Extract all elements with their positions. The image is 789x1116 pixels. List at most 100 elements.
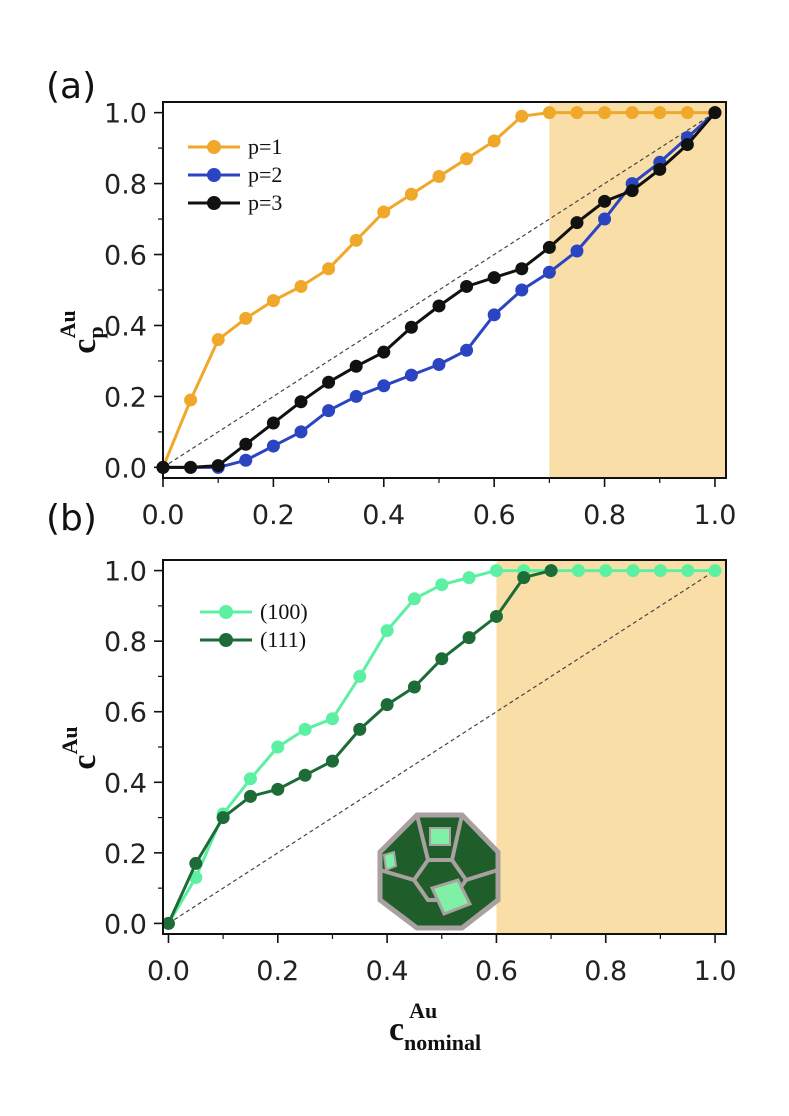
y-tick-label: 0.2 <box>104 839 147 870</box>
data-point <box>460 343 474 357</box>
data-point <box>239 453 253 467</box>
nanoparticle-inset <box>377 812 501 931</box>
particle-square-face <box>382 850 398 872</box>
legend-marker <box>207 168 221 182</box>
data-point <box>294 425 308 439</box>
data-point <box>298 768 312 782</box>
data-point <box>404 368 418 382</box>
y-axis-label: cAu <box>57 726 103 769</box>
shaded-region <box>549 102 726 478</box>
legend-marker <box>207 140 221 154</box>
data-point <box>353 722 367 736</box>
y-tick-label: 0.8 <box>104 627 147 658</box>
data-point <box>298 722 312 736</box>
plot-frame <box>162 559 727 935</box>
y-tick-label: 0.2 <box>104 382 147 413</box>
data-point <box>407 592 421 606</box>
data-point <box>325 754 339 768</box>
shaded-region <box>496 560 726 934</box>
data-point <box>353 669 367 683</box>
y-axis-label-sup: Au <box>55 310 80 338</box>
data-point <box>598 212 612 226</box>
x-tick-label: 0.4 <box>362 500 405 531</box>
series-1 <box>161 564 558 930</box>
data-point <box>515 283 529 297</box>
y-tick-label: 1.0 <box>104 99 147 130</box>
data-point <box>487 271 501 285</box>
data-point <box>517 571 531 585</box>
data-point <box>161 916 175 930</box>
data-point <box>598 106 612 120</box>
y-tick-label: 0.0 <box>104 909 147 940</box>
data-point <box>625 106 639 120</box>
y-tick-label: 0.6 <box>104 698 147 729</box>
x-tick-label: 0.0 <box>147 956 190 987</box>
data-point <box>708 564 722 578</box>
data-point <box>266 439 280 453</box>
data-point <box>407 680 421 694</box>
data-point <box>216 811 230 825</box>
data-point <box>271 782 285 796</box>
x-tick-label: 0.6 <box>475 956 518 987</box>
x-tick-label: 1.0 <box>694 956 737 987</box>
y-axis-label-sub: p <box>83 326 108 338</box>
data-point <box>571 564 585 578</box>
data-point <box>487 308 501 322</box>
legend-marker <box>219 633 233 647</box>
data-point <box>489 564 503 578</box>
data-point <box>239 437 253 451</box>
x-tick-label: 0.0 <box>142 500 185 531</box>
data-point <box>570 106 584 120</box>
data-point <box>432 299 446 313</box>
x-tick-label: 0.8 <box>583 500 626 531</box>
data-point <box>489 609 503 623</box>
y-tick-label: 0.4 <box>104 311 147 342</box>
data-point <box>542 265 556 279</box>
data-point <box>681 564 695 578</box>
x-tick-label: 0.4 <box>366 956 409 987</box>
x-tick-label: 0.6 <box>473 500 516 531</box>
data-point <box>544 564 558 578</box>
particle-edge <box>465 868 499 882</box>
data-point <box>680 106 694 120</box>
data-point <box>211 333 225 347</box>
data-point <box>377 205 391 219</box>
x-axis-label-main: c <box>389 1011 404 1048</box>
y-axis-label-main: c <box>66 339 103 354</box>
y-tick-label: 0.4 <box>104 768 147 799</box>
data-point <box>653 106 667 120</box>
legend-marker <box>219 605 233 619</box>
data-point <box>460 279 474 293</box>
data-point <box>294 279 308 293</box>
data-point <box>271 740 285 754</box>
data-point <box>599 564 613 578</box>
series-2 <box>156 106 722 474</box>
data-point <box>570 216 584 230</box>
data-point <box>349 359 363 373</box>
particle-square-face <box>429 827 451 846</box>
x-axis-label-sub: nominal <box>404 1030 481 1055</box>
data-point <box>462 571 476 585</box>
data-point <box>189 856 203 870</box>
x-tick-label: 0.8 <box>584 956 627 987</box>
data-point <box>404 187 418 201</box>
data-point <box>243 772 257 786</box>
y-tick-label: 0.8 <box>104 170 147 201</box>
data-point <box>626 564 640 578</box>
legend: p=1 p=2 p=3 <box>188 134 282 215</box>
data-point <box>211 459 225 473</box>
data-point <box>380 698 394 712</box>
data-point <box>542 106 556 120</box>
particle-edge <box>415 814 430 861</box>
diagonal-reference-line <box>162 112 716 468</box>
y-tick-label: 0.0 <box>104 453 147 484</box>
data-point <box>266 416 280 430</box>
panel-label: (b) <box>46 498 97 539</box>
data-point <box>435 652 449 666</box>
particle-edge <box>379 868 415 882</box>
data-point <box>239 311 253 325</box>
y-tick-label: 1.0 <box>104 557 147 588</box>
data-point <box>653 564 667 578</box>
y-axis-label-sup: Au <box>57 726 82 754</box>
